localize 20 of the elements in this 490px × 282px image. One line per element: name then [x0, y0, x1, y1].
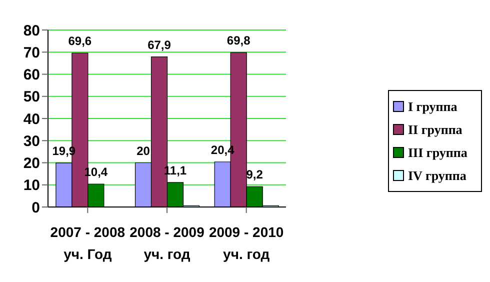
x-tick-label: 2008 - 2009 уч. год [130, 224, 205, 262]
legend-label: I группа [408, 98, 458, 114]
y-tick-label: 20 [23, 155, 40, 172]
y-tick-label: 10 [23, 177, 40, 194]
legend-label: IV группа [408, 168, 466, 184]
data-label: 69,6 [68, 34, 92, 48]
y-tick-label: 70 [23, 44, 40, 62]
data-label: 69,8 [226, 34, 251, 48]
data-label: 67,9 [148, 38, 172, 52]
y-tick-label: 40 [23, 110, 40, 128]
x-tick-label: 2007 - 2008 уч. Год [50, 224, 126, 262]
legend-label: III группа [408, 144, 468, 160]
legend-label: II группа [408, 122, 462, 138]
data-label: 20 [136, 144, 150, 158]
y-tick-label: 0 [32, 199, 40, 216]
y-tick-label: 80 [23, 22, 40, 40]
x-tick-label: 2009 - 2010 уч. год [208, 224, 284, 262]
y-tick-label: 30 [23, 132, 40, 150]
y-tick-label: 60 [23, 66, 40, 84]
y-tick-label: 50 [23, 88, 40, 106]
